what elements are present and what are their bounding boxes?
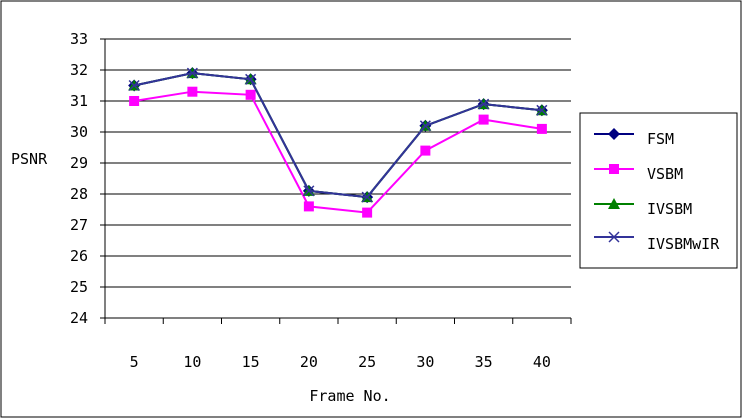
gridlines <box>105 38 571 288</box>
axes <box>100 38 572 324</box>
y-tick-labels: 24 25 26 27 28 29 30 31 32 33 <box>70 30 88 327</box>
data-point <box>128 79 140 92</box>
y-tick-label: 27 <box>70 216 88 234</box>
legend-label: VSBM <box>647 165 683 183</box>
y-tick-label: 29 <box>70 154 88 172</box>
legend: FSM VSBM IVSBM IVSBMwIR <box>579 112 738 269</box>
y-axis-label: PSNR <box>11 150 48 168</box>
data-point <box>187 86 198 97</box>
legend-box <box>579 112 738 269</box>
x-tick-label: 20 <box>300 353 318 371</box>
x-tick-label: 5 <box>130 353 139 371</box>
y-tick-label: 33 <box>70 30 88 48</box>
legend-item-fsm: FSM <box>594 128 674 148</box>
x-tick-label: 15 <box>242 353 260 371</box>
y-tick-label: 31 <box>70 92 88 110</box>
y-tick-label: 32 <box>70 61 88 79</box>
legend-label: FSM <box>647 130 674 148</box>
legend-item-vsbm: VSBM <box>594 164 683 183</box>
legend-label: IVSBMwIR <box>647 235 720 253</box>
data-point <box>419 120 431 132</box>
data-point <box>361 191 373 203</box>
data-point <box>245 89 256 100</box>
legend-item-ivsbmwir: IVSBMwIR <box>594 231 720 253</box>
legend-marker <box>608 231 620 243</box>
legend-item-ivsbm: IVSBM <box>594 198 692 218</box>
series-line <box>133 90 543 214</box>
data-point <box>245 73 257 85</box>
legend-marker <box>608 198 620 209</box>
x-tick-label: 30 <box>416 353 434 371</box>
legend-marker <box>609 164 619 174</box>
data-point <box>362 207 373 218</box>
series-ivsbmwir <box>128 67 548 203</box>
series-vsbm <box>129 86 547 218</box>
data-point <box>420 145 431 156</box>
legend-label: IVSBM <box>647 200 692 218</box>
x-tick-label: 40 <box>533 353 551 371</box>
data-point <box>303 201 314 212</box>
legend-marker <box>608 128 620 140</box>
x-tick-label: 10 <box>183 353 201 371</box>
data-point <box>478 114 489 125</box>
x-tick-label: 25 <box>358 353 376 371</box>
data-point <box>478 98 490 110</box>
y-tick-label: 24 <box>70 309 88 327</box>
data-point <box>536 123 547 134</box>
x-tick-labels: 5 10 15 20 25 30 35 40 <box>130 353 551 371</box>
series-lines <box>128 67 548 218</box>
x-tick-label: 35 <box>475 353 493 371</box>
y-tick-label: 28 <box>70 185 88 203</box>
data-point <box>186 67 198 79</box>
series-line <box>133 72 542 199</box>
x-axis-label: Frame No. <box>309 387 390 405</box>
y-tick-label: 25 <box>70 278 88 296</box>
data-point <box>129 96 140 106</box>
y-tick-label: 30 <box>70 123 88 141</box>
data-point <box>536 104 548 116</box>
data-point <box>303 185 315 197</box>
y-tick-label: 26 <box>70 247 88 265</box>
